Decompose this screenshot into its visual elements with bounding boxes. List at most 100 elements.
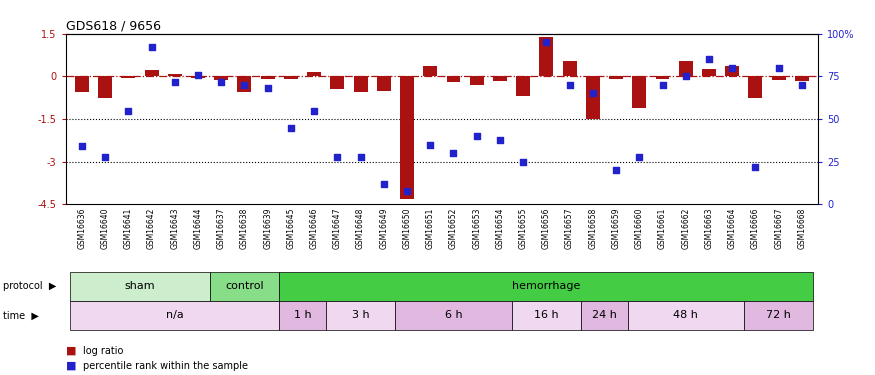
Text: GSM16649: GSM16649 xyxy=(379,208,388,249)
Bar xyxy=(424,66,438,76)
Point xyxy=(446,150,460,156)
Text: GSM16667: GSM16667 xyxy=(774,208,783,249)
Text: GSM16659: GSM16659 xyxy=(612,208,620,249)
Bar xyxy=(581,301,627,330)
Bar xyxy=(748,76,762,98)
Bar xyxy=(307,72,321,76)
Text: 3 h: 3 h xyxy=(352,310,369,320)
Bar xyxy=(284,76,298,79)
Bar xyxy=(279,272,814,301)
Point xyxy=(237,82,251,88)
Text: protocol  ▶: protocol ▶ xyxy=(3,281,56,291)
Point xyxy=(563,82,577,88)
Text: GSM16646: GSM16646 xyxy=(310,208,318,249)
Bar xyxy=(744,301,814,330)
Bar xyxy=(633,76,647,108)
Point xyxy=(98,153,112,159)
Bar xyxy=(627,301,744,330)
Text: GSM16660: GSM16660 xyxy=(634,208,644,249)
Text: GSM16645: GSM16645 xyxy=(286,208,296,249)
Bar xyxy=(122,76,136,78)
Text: GSM16642: GSM16642 xyxy=(147,208,156,249)
Bar xyxy=(354,76,367,92)
Bar xyxy=(400,76,414,199)
Bar xyxy=(702,69,716,76)
Bar xyxy=(70,301,279,330)
Bar xyxy=(191,76,205,78)
Text: GSM16658: GSM16658 xyxy=(588,208,598,249)
Point xyxy=(424,142,438,148)
Point xyxy=(122,108,136,114)
Text: GSM16650: GSM16650 xyxy=(402,208,411,249)
Text: GSM16647: GSM16647 xyxy=(332,208,342,249)
Bar xyxy=(261,76,275,79)
Point xyxy=(794,82,808,88)
Text: GSM16656: GSM16656 xyxy=(542,208,551,249)
Point xyxy=(331,153,345,159)
Text: GSM16640: GSM16640 xyxy=(101,208,109,249)
Point xyxy=(586,90,600,96)
Text: n/a: n/a xyxy=(166,310,184,320)
Bar xyxy=(655,76,669,79)
Bar xyxy=(168,74,182,76)
Text: GSM16653: GSM16653 xyxy=(473,208,481,249)
Text: control: control xyxy=(225,281,263,291)
Bar xyxy=(679,61,693,76)
Text: GSM16636: GSM16636 xyxy=(77,208,87,249)
Text: GSM16644: GSM16644 xyxy=(193,208,202,249)
Point xyxy=(354,153,367,159)
Bar xyxy=(98,76,112,98)
Point xyxy=(655,82,669,88)
Bar xyxy=(237,76,251,92)
Bar xyxy=(772,76,786,80)
Text: sham: sham xyxy=(124,281,155,291)
Text: GSM16654: GSM16654 xyxy=(495,208,505,249)
Point xyxy=(633,153,647,159)
Text: GSM16638: GSM16638 xyxy=(240,208,249,249)
Text: ■: ■ xyxy=(66,361,76,370)
Bar xyxy=(377,76,391,91)
Point xyxy=(725,65,739,71)
Point xyxy=(191,72,205,78)
Text: time  ▶: time ▶ xyxy=(3,310,38,320)
Text: 72 h: 72 h xyxy=(766,310,791,320)
Point xyxy=(75,143,89,149)
Point xyxy=(702,56,716,62)
Point xyxy=(772,65,786,71)
Bar xyxy=(210,272,279,301)
Text: GSM16641: GSM16641 xyxy=(124,208,133,249)
Text: hemorrhage: hemorrhage xyxy=(512,281,581,291)
Bar xyxy=(446,76,460,82)
Bar xyxy=(279,301,326,330)
Point xyxy=(307,108,321,114)
Bar xyxy=(563,61,577,76)
Point xyxy=(168,78,182,84)
Text: GSM16657: GSM16657 xyxy=(565,208,574,249)
Text: 48 h: 48 h xyxy=(673,310,698,320)
Text: 16 h: 16 h xyxy=(534,310,559,320)
Text: GSM16663: GSM16663 xyxy=(704,208,713,249)
Bar xyxy=(516,76,530,96)
Bar xyxy=(512,301,581,330)
Bar xyxy=(70,272,210,301)
Bar xyxy=(794,76,808,81)
Text: 6 h: 6 h xyxy=(444,310,462,320)
Text: GSM16652: GSM16652 xyxy=(449,208,458,249)
Point xyxy=(609,167,623,173)
Point xyxy=(144,44,158,50)
Text: GSM16648: GSM16648 xyxy=(356,208,365,249)
Text: GSM16668: GSM16668 xyxy=(797,208,807,249)
Text: log ratio: log ratio xyxy=(83,346,123,355)
Bar xyxy=(725,66,739,76)
Text: 24 h: 24 h xyxy=(592,310,617,320)
Text: GSM16637: GSM16637 xyxy=(217,208,226,249)
Bar xyxy=(493,76,507,81)
Point xyxy=(284,124,298,130)
Bar xyxy=(396,301,512,330)
Bar xyxy=(331,76,345,89)
Bar xyxy=(326,301,396,330)
Text: GDS618 / 9656: GDS618 / 9656 xyxy=(66,20,161,33)
Text: GSM16643: GSM16643 xyxy=(171,208,179,249)
Point xyxy=(377,181,391,187)
Point xyxy=(493,136,507,142)
